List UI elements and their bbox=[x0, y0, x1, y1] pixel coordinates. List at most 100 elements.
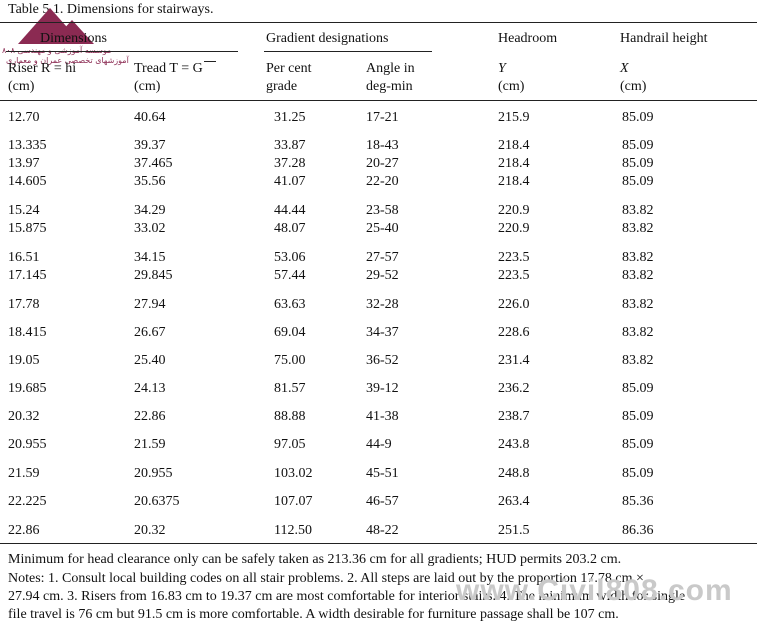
cell-tread: 39.37 bbox=[134, 138, 166, 153]
cell-headroom: 220.9 bbox=[498, 221, 530, 236]
cell-riser: 21.59 bbox=[8, 466, 40, 481]
note-line-2: 27.94 cm. 3. Risers from 16.83 cm to 19.… bbox=[8, 589, 686, 604]
cell-headroom: 215.9 bbox=[498, 110, 530, 125]
cell-headroom: 263.4 bbox=[498, 494, 530, 509]
cell-handrail: 86.36 bbox=[622, 523, 654, 538]
cell-angle: 18-43 bbox=[366, 138, 399, 153]
cell-percent-grade: 33.87 bbox=[274, 138, 306, 153]
cell-handrail: 83.82 bbox=[622, 353, 654, 368]
cell-angle: 20-27 bbox=[366, 156, 399, 171]
cell-headroom: 223.5 bbox=[498, 268, 530, 283]
cell-riser: 22.225 bbox=[8, 494, 47, 509]
cell-handrail: 85.36 bbox=[622, 494, 654, 509]
header-percent: Per cent bbox=[266, 61, 312, 76]
cell-handrail: 85.09 bbox=[622, 466, 654, 481]
cell-tread: 34.15 bbox=[134, 250, 166, 265]
header-headroom-symbol: Y bbox=[498, 61, 506, 76]
cell-riser: 13.97 bbox=[8, 156, 40, 171]
cell-handrail: 83.82 bbox=[622, 297, 654, 312]
watermark-fa-line1: موسسه آموزشی و مهندسی ۸۰۸ bbox=[2, 46, 111, 56]
cell-percent-grade: 44.44 bbox=[274, 203, 306, 218]
header-handrail-unit: (cm) bbox=[620, 79, 647, 94]
cell-angle: 44-9 bbox=[366, 437, 392, 452]
cell-headroom: 251.5 bbox=[498, 523, 530, 538]
cell-riser: 19.685 bbox=[8, 381, 47, 396]
cell-headroom: 226.0 bbox=[498, 297, 530, 312]
cell-handrail: 83.82 bbox=[622, 325, 654, 340]
tread-overbar bbox=[204, 61, 216, 62]
header-handrail-symbol: X bbox=[620, 61, 629, 76]
header-tread: Tread T = G bbox=[134, 61, 203, 76]
cell-angle: 29-52 bbox=[366, 268, 399, 283]
cell-riser: 19.05 bbox=[8, 353, 40, 368]
cell-angle: 17-21 bbox=[366, 110, 399, 125]
cell-tread: 20.32 bbox=[134, 523, 166, 538]
header-angle-unit: deg-min bbox=[366, 79, 413, 94]
cell-percent-grade: 37.28 bbox=[274, 156, 306, 171]
watermark-site: www.Civil808.com bbox=[456, 574, 733, 607]
cell-headroom: 243.8 bbox=[498, 437, 530, 452]
note-line-3: file travel is 76 cm but 91.5 cm is more… bbox=[8, 607, 619, 622]
cell-tread: 40.64 bbox=[134, 110, 166, 125]
cell-tread: 21.59 bbox=[134, 437, 166, 452]
header-angle: Angle in bbox=[366, 61, 415, 76]
cell-percent-grade: 63.63 bbox=[274, 297, 306, 312]
cell-percent-grade: 31.25 bbox=[274, 110, 306, 125]
cell-handrail: 85.09 bbox=[622, 381, 654, 396]
cell-tread: 37.465 bbox=[134, 156, 173, 171]
header-gradient: Gradient designations bbox=[266, 31, 389, 46]
cell-riser: 17.145 bbox=[8, 268, 47, 283]
cell-tread: 29.845 bbox=[134, 268, 173, 283]
header-headroom-unit: (cm) bbox=[498, 79, 525, 94]
cell-angle: 41-38 bbox=[366, 409, 399, 424]
cell-headroom: 218.4 bbox=[498, 174, 530, 189]
cell-tread: 20.955 bbox=[134, 466, 173, 481]
cell-tread: 24.13 bbox=[134, 381, 166, 396]
cell-riser: 14.605 bbox=[8, 174, 47, 189]
cell-tread: 27.94 bbox=[134, 297, 166, 312]
cell-riser: 22.86 bbox=[8, 523, 40, 538]
cell-angle: 32-28 bbox=[366, 297, 399, 312]
cell-riser: 18.415 bbox=[8, 325, 47, 340]
cell-tread: 25.40 bbox=[134, 353, 166, 368]
cell-headroom: 218.4 bbox=[498, 156, 530, 171]
header-percent-grade: grade bbox=[266, 79, 298, 94]
cell-handrail: 83.82 bbox=[622, 221, 654, 236]
civil808-logo-icon bbox=[18, 8, 94, 44]
cell-angle: 23-58 bbox=[366, 203, 399, 218]
cell-riser: 20.955 bbox=[8, 437, 47, 452]
cell-handrail: 85.09 bbox=[622, 138, 654, 153]
cell-headroom: 236.2 bbox=[498, 381, 530, 396]
cell-handrail: 85.09 bbox=[622, 110, 654, 125]
cell-headroom: 220.9 bbox=[498, 203, 530, 218]
cell-riser: 20.32 bbox=[8, 409, 40, 424]
cell-handrail: 85.09 bbox=[622, 437, 654, 452]
cell-percent-grade: 97.05 bbox=[274, 437, 306, 452]
dimensions-underline bbox=[6, 51, 238, 52]
cell-tread: 26.67 bbox=[134, 325, 166, 340]
cell-handrail: 85.09 bbox=[622, 174, 654, 189]
bottom-rule bbox=[0, 543, 757, 544]
header-tread-unit: (cm) bbox=[134, 79, 161, 94]
cell-headroom: 238.7 bbox=[498, 409, 530, 424]
cell-percent-grade: 88.88 bbox=[274, 409, 306, 424]
note-line-1: Notes: 1. Consult local building codes o… bbox=[8, 571, 644, 586]
cell-angle: 45-51 bbox=[366, 466, 399, 481]
cell-headroom: 248.8 bbox=[498, 466, 530, 481]
cell-headroom: 218.4 bbox=[498, 138, 530, 153]
header-riser-unit: (cm) bbox=[8, 79, 35, 94]
cell-handrail: 83.82 bbox=[622, 268, 654, 283]
cell-angle: 27-57 bbox=[366, 250, 399, 265]
cell-handrail: 85.09 bbox=[622, 409, 654, 424]
cell-percent-grade: 103.02 bbox=[274, 466, 313, 481]
cell-tread: 22.86 bbox=[134, 409, 166, 424]
cell-percent-grade: 112.50 bbox=[274, 523, 312, 538]
cell-percent-grade: 57.44 bbox=[274, 268, 306, 283]
cell-riser: 15.875 bbox=[8, 221, 47, 236]
cell-percent-grade: 81.57 bbox=[274, 381, 306, 396]
cell-percent-grade: 69.04 bbox=[274, 325, 306, 340]
cell-angle: 22-20 bbox=[366, 174, 399, 189]
cell-angle: 46-57 bbox=[366, 494, 399, 509]
cell-headroom: 231.4 bbox=[498, 353, 530, 368]
gradient-underline bbox=[264, 51, 432, 52]
